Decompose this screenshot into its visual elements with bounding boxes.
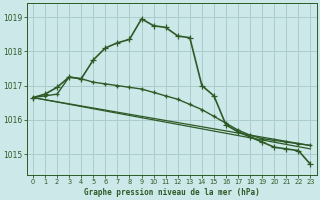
X-axis label: Graphe pression niveau de la mer (hPa): Graphe pression niveau de la mer (hPa) [84, 188, 260, 197]
